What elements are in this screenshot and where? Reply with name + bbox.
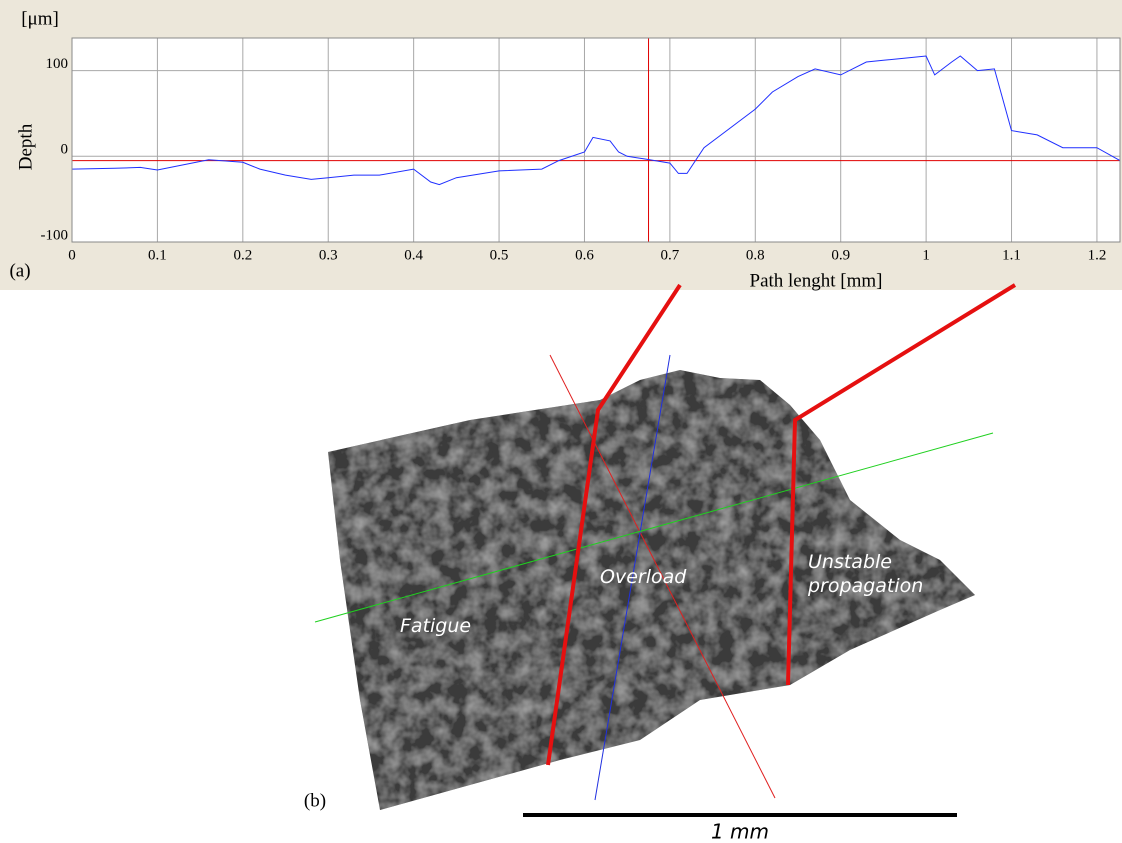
x-tick-label: 0.2 [233, 247, 252, 263]
page: {"chart_data": {"type": "line", "y_unit"… [0, 0, 1122, 843]
x-tick-label: 0.1 [148, 247, 167, 263]
region-label: Unstable propagation [808, 550, 948, 598]
x-tick-label: 1 [922, 247, 930, 263]
x-tick-label: 0.4 [404, 247, 423, 263]
panel-label: (b) [304, 790, 326, 811]
region-label: Overload [600, 565, 686, 589]
x-tick-label: 0.8 [746, 247, 765, 263]
x-tick-label: 0.3 [319, 247, 338, 263]
x-tick-label: 1.2 [1088, 247, 1107, 263]
x-tick-label: 0.9 [831, 247, 850, 263]
plot-area [72, 38, 1120, 242]
y-unit: [μm] [21, 8, 59, 29]
y-axis-label: Depth [15, 123, 36, 170]
region-label: Fatigue [400, 614, 471, 638]
y-tick-label: 0 [61, 142, 69, 158]
y-tick-label: -100 [41, 227, 69, 243]
panel-label: (a) [9, 260, 30, 281]
figure: [μm] Depth (a) Path lenght [mm] 0 0.1 0.2 0… [0, 0, 1122, 843]
x-tick-label: 0.5 [490, 247, 509, 263]
x-axis-label: Path lenght [mm] [750, 270, 883, 291]
x-tick-label: 1.1 [1002, 247, 1021, 263]
x-tick-label: 0.7 [661, 247, 680, 263]
x-tick-label: 0 [68, 247, 76, 263]
scale-bar-label: 1 mm [711, 820, 769, 843]
x-tick-label: 0.6 [575, 247, 594, 263]
y-tick-label: 100 [46, 56, 69, 72]
